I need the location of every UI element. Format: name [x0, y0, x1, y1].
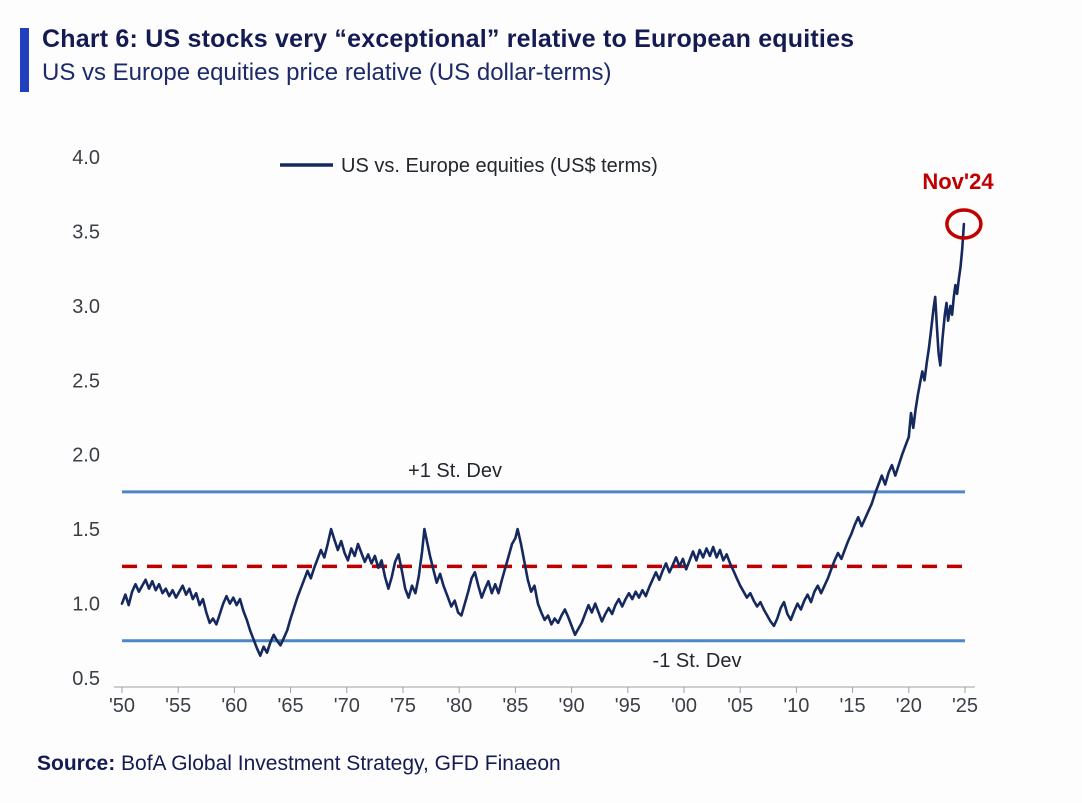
legend-label: US vs. Europe equities (US$ terms)	[341, 155, 658, 177]
svg-text:1.5: 1.5	[72, 519, 100, 541]
svg-text:'25: '25	[952, 695, 978, 717]
svg-text:'70: '70	[334, 695, 360, 717]
legend: US vs. Europe equities (US$ terms)	[280, 155, 658, 177]
title-accent-bar	[20, 28, 29, 92]
source-text: BofA Global Investment Strategy, GFD Fin…	[115, 752, 561, 775]
svg-text:'20: '20	[896, 695, 922, 717]
svg-text:'00: '00	[671, 695, 697, 717]
svg-text:3.5: 3.5	[72, 221, 100, 243]
svg-text:'15: '15	[840, 695, 866, 717]
annotation-nov24-label: Nov'24	[922, 169, 994, 194]
chart-subtitle: US vs Europe equities price relative (US…	[42, 59, 612, 86]
plus1-stdev-label: +1 St. Dev	[408, 460, 502, 482]
svg-text:0.5: 0.5	[72, 668, 100, 690]
svg-text:'60: '60	[221, 695, 247, 717]
svg-text:1.0: 1.0	[72, 594, 100, 616]
chart-title: Chart 6: US stocks very “exceptional” re…	[42, 25, 855, 53]
annotation-circle	[945, 208, 983, 240]
svg-text:3.0: 3.0	[72, 296, 100, 318]
source-label: Source:	[37, 752, 116, 775]
svg-text:'85: '85	[502, 695, 528, 717]
svg-text:'80: '80	[446, 695, 472, 717]
svg-text:'90: '90	[559, 695, 585, 717]
us-vs-europe-series-line	[120, 222, 966, 657]
minus1-stdev-label: -1 St. Dev	[653, 650, 742, 672]
svg-text:'65: '65	[278, 695, 304, 717]
svg-text:2.0: 2.0	[72, 445, 100, 467]
reference-lines	[122, 490, 965, 643]
svg-text:'10: '10	[783, 695, 809, 717]
svg-text:'05: '05	[727, 695, 753, 717]
svg-text:'55: '55	[165, 695, 191, 717]
svg-text:4.0: 4.0	[72, 147, 100, 169]
axes: 4.0 3.5 3.0 2.5 2.0 1.5 1.0 0.5 '50 '55 '60 '65 '70 '…	[72, 147, 978, 717]
svg-text:'50: '50	[109, 695, 135, 717]
chart-header: Chart 6: US stocks very “exceptional” re…	[20, 24, 1060, 92]
svg-text:2.5: 2.5	[72, 370, 100, 392]
svg-text:'75: '75	[390, 695, 416, 717]
source-line: Source: BofA Global Investment Strategy,…	[37, 752, 561, 776]
svg-text:'95: '95	[615, 695, 641, 717]
